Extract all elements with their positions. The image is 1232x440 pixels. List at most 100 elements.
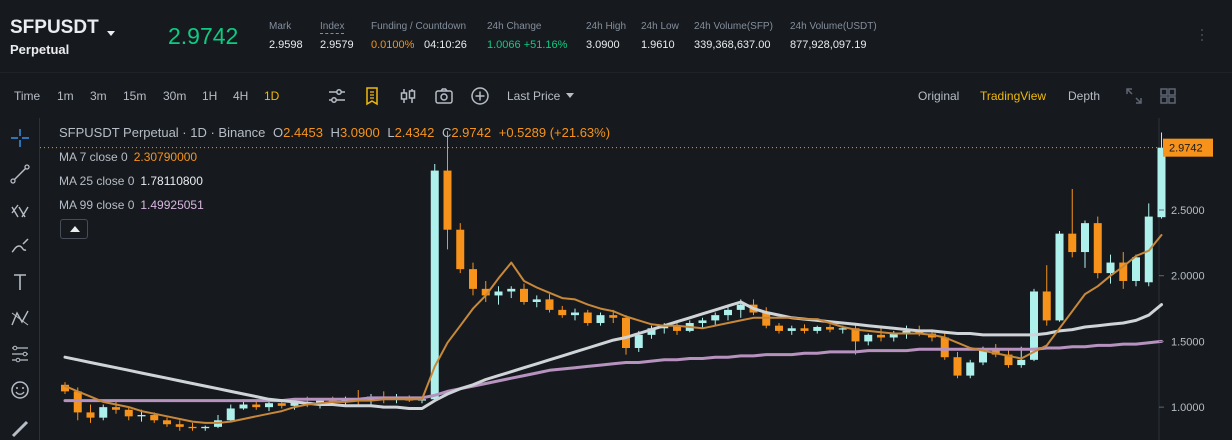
candle xyxy=(1093,216,1102,279)
bookmark-icon[interactable] xyxy=(362,86,382,106)
candle-body xyxy=(787,328,796,331)
candle-body xyxy=(953,357,962,376)
ma7-legend[interactable]: MA 7 close 0 2.30790000 xyxy=(59,150,197,164)
interval-4h[interactable]: 4H xyxy=(233,89,249,103)
candle xyxy=(800,324,809,334)
candle xyxy=(545,294,554,313)
camera-icon[interactable] xyxy=(434,86,454,106)
candle xyxy=(469,262,477,296)
candle-body xyxy=(711,315,720,321)
view-depth[interactable]: Depth xyxy=(1068,89,1101,103)
emoji-icon[interactable] xyxy=(9,379,31,401)
pattern-icon[interactable] xyxy=(9,307,31,329)
interval-30m[interactable]: 30m xyxy=(163,89,187,103)
candle-body xyxy=(558,309,567,316)
candle-body xyxy=(1093,223,1102,274)
candle xyxy=(507,286,516,299)
contract-type: Perpetual xyxy=(10,42,70,57)
candle-body xyxy=(86,412,95,418)
crosshair-icon[interactable] xyxy=(9,127,31,149)
ruler-icon[interactable] xyxy=(9,416,31,438)
current-price-marker: 2.9742 xyxy=(40,138,1213,157)
candle-type-icon[interactable] xyxy=(398,86,418,106)
interval-3m[interactable]: 3m xyxy=(90,89,107,103)
candle xyxy=(163,417,171,427)
price-type-select[interactable]: Last Price xyxy=(507,89,575,103)
fib-icon[interactable] xyxy=(9,199,31,221)
view-original[interactable]: Original xyxy=(918,89,960,103)
candle xyxy=(1055,231,1064,322)
candle-body xyxy=(979,349,987,363)
candle xyxy=(596,312,605,326)
candlestick-chart[interactable]: 2.5000 2.0000 1.5000 1.0000 2.9742 xyxy=(40,118,1232,440)
more-options-icon[interactable] xyxy=(1200,29,1204,45)
symbol-dropdown-icon[interactable] xyxy=(107,31,115,36)
chart-area[interactable]: 2.5000 2.0000 1.5000 1.0000 2.9742 SFPUSDT … xyxy=(0,118,1232,440)
candle-body xyxy=(99,407,108,418)
legend-change: +0.5289 (+21.63%) xyxy=(498,125,611,140)
price-axis: 2.5000 2.0000 1.5000 1.0000 xyxy=(1159,205,1205,414)
candle xyxy=(1068,188,1077,258)
candle-body xyxy=(188,426,197,429)
candle xyxy=(265,401,273,412)
candle xyxy=(1004,349,1013,368)
index-label[interactable]: Index xyxy=(320,21,345,34)
trend-line-icon[interactable] xyxy=(9,163,31,185)
candle-body xyxy=(1030,291,1038,360)
interval-1m[interactable]: 1m xyxy=(57,89,74,103)
candle-body xyxy=(456,229,465,270)
candle xyxy=(864,333,873,346)
candle xyxy=(1081,220,1089,268)
candle-body xyxy=(265,403,273,408)
ma99-legend[interactable]: MA 99 close 0 1.49925051 xyxy=(59,198,204,212)
candle-body xyxy=(571,312,579,316)
indicator-icon[interactable] xyxy=(327,86,347,106)
symbol-name[interactable]: SFPUSDT xyxy=(10,17,99,38)
interval-time[interactable]: Time xyxy=(14,89,41,103)
legend-open-label: O xyxy=(273,125,284,140)
candle xyxy=(430,164,439,402)
candle xyxy=(99,404,108,421)
candle xyxy=(826,324,834,333)
drawing-toolbar xyxy=(0,118,40,440)
candle xyxy=(1106,254,1115,284)
candle xyxy=(456,223,465,274)
legend-low: 2.4342 xyxy=(394,125,435,140)
interval-1d[interactable]: 1D xyxy=(264,89,280,103)
candle-body xyxy=(494,291,503,296)
ma25-legend[interactable]: MA 25 close 0 1.78110800 xyxy=(59,174,203,188)
candle-body xyxy=(775,325,783,331)
candle-body xyxy=(851,328,860,342)
candle-body xyxy=(430,170,439,400)
funding-label: Funding / Countdown xyxy=(371,21,467,32)
change-value: 1.0066 +51.16% xyxy=(487,39,568,51)
legend-close-label: C xyxy=(441,125,452,140)
volume-sfp-value: 339,368,637.00 xyxy=(694,39,771,51)
candle-body xyxy=(163,420,171,425)
candle-body xyxy=(1106,262,1115,274)
text-icon[interactable] xyxy=(9,271,31,293)
last-price: 2.9742 xyxy=(168,23,239,49)
interval-1h[interactable]: 1H xyxy=(202,89,218,103)
legend-high-label: H xyxy=(330,125,340,140)
interval-15m[interactable]: 15m xyxy=(123,89,147,103)
collapse-legend-button[interactable] xyxy=(60,219,88,239)
brush-icon[interactable] xyxy=(9,235,31,257)
view-tradingview[interactable]: TradingView xyxy=(980,89,1047,103)
expand-icon[interactable] xyxy=(1124,86,1144,106)
candle-body xyxy=(532,299,541,302)
chevron-down-icon xyxy=(566,93,575,98)
candle xyxy=(61,382,69,394)
add-icon[interactable] xyxy=(470,86,490,106)
candle xyxy=(813,325,822,334)
candle xyxy=(252,400,261,410)
measure-icon[interactable] xyxy=(9,343,31,365)
candle-body xyxy=(622,317,630,348)
candle-body xyxy=(112,407,120,410)
candle-body xyxy=(443,170,452,230)
price-tick-label: 2.0000 xyxy=(1171,271,1205,283)
grid-icon[interactable] xyxy=(1158,86,1178,106)
legend-open: 2.4453 xyxy=(283,125,323,140)
candle xyxy=(86,404,95,423)
candle xyxy=(775,323,783,334)
